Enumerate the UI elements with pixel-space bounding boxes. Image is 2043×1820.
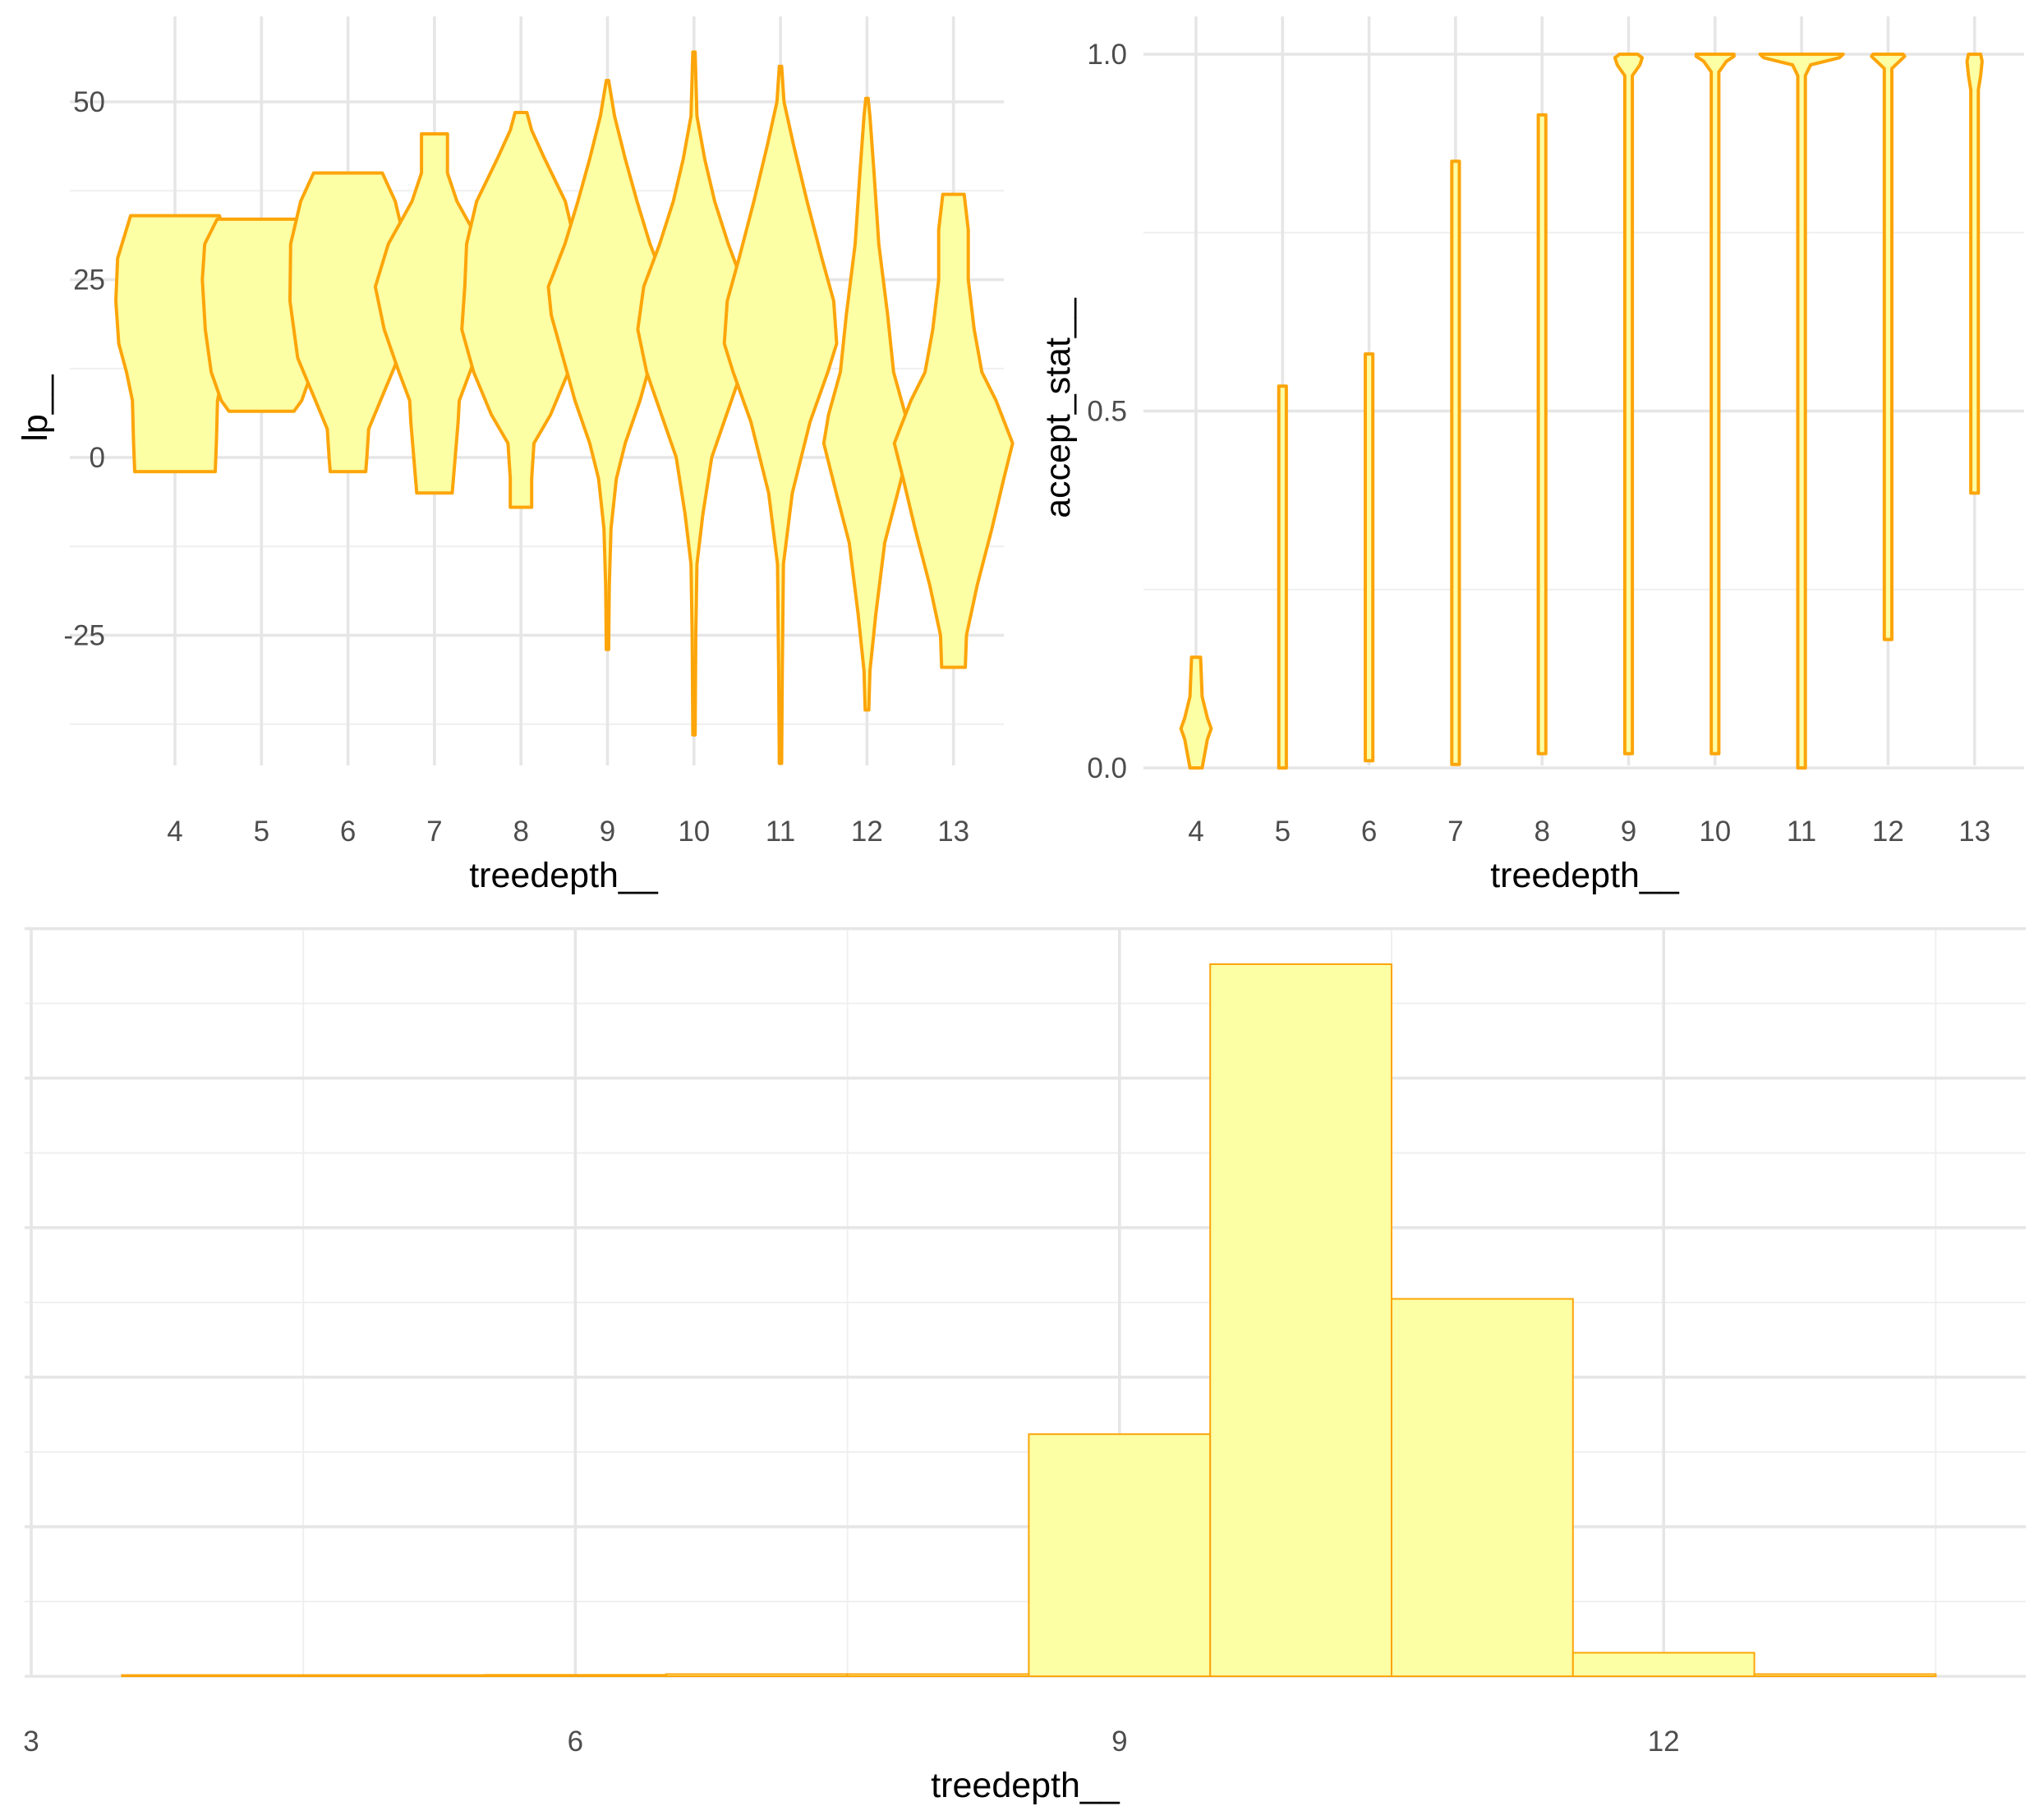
x-tick-label: 5 [1275, 816, 1291, 848]
histogram-bar [1028, 1433, 1212, 1677]
histogram-bar [484, 1674, 667, 1677]
histogram-bar [1209, 963, 1392, 1677]
accept-stat-violin-panel: 4 5 6 7 8 9 10 11 12 13 0.0 0.5 1.0 treedepth__ accept… [1038, 16, 2024, 895]
histogram-bar [846, 1673, 1030, 1678]
histogram-bar [1391, 1298, 1574, 1677]
y-tick-label: 0.5 [1087, 396, 1127, 428]
x-tick-label: 13 [937, 816, 969, 848]
violin-13 [892, 192, 1015, 669]
histogram-bar [302, 1674, 486, 1677]
x-tick-label: 5 [254, 816, 269, 848]
x-axis-title: treedepth__ [1490, 856, 1680, 895]
x-tick-label: 9 [600, 816, 615, 848]
y-tick-label: 1.0 [1087, 39, 1127, 71]
y-axis-title: lp__ [16, 374, 55, 441]
violin-8 [1536, 113, 1548, 756]
x-tick-label: 12 [851, 816, 883, 848]
x-tick-label: 6 [568, 1726, 583, 1758]
y-tick-label: 0 [90, 442, 105, 474]
violin-7 [1450, 159, 1461, 766]
violin-9 [546, 79, 669, 651]
x-tick-label: 11 [766, 816, 795, 848]
y-axis-title: accept_stat__ [1038, 297, 1078, 518]
violin-6 [1364, 352, 1375, 763]
x-tick-label: 9 [1621, 816, 1636, 848]
lp-violin-panel: 4 5 6 7 8 9 10 11 12 13 -25 0 25 50 treedepth__ lp__ [16, 16, 1015, 895]
x-tick-label: 3 [23, 1726, 39, 1758]
violin-5 [1277, 384, 1288, 770]
x-tick-label: 4 [167, 816, 182, 848]
histogram-bar [1753, 1673, 1937, 1678]
x-tick-label: 6 [1361, 816, 1377, 848]
violin-10 [636, 50, 752, 737]
violin-11 [1758, 53, 1845, 770]
histogram-bar [121, 1674, 305, 1677]
x-tick-label: 4 [1188, 816, 1203, 848]
y-tick-label: 25 [73, 264, 105, 296]
violin-4 [1179, 655, 1213, 770]
x-tick-label: 7 [426, 816, 442, 848]
violin-12 [1870, 53, 1907, 641]
violin-9 [1613, 53, 1645, 756]
x-tick-label: 6 [340, 816, 356, 848]
violin-6 [288, 171, 408, 474]
x-tick-label: 8 [1534, 816, 1549, 848]
x-tick-label: 12 [1648, 1726, 1680, 1758]
violin-10 [1694, 53, 1736, 756]
y-tick-label: 0.0 [1087, 752, 1127, 784]
y-tick-label: -25 [63, 620, 105, 652]
histogram-bar [665, 1673, 849, 1678]
treedepth-histogram-panel: 3 6 9 12 treedepth__ [23, 926, 2026, 1805]
x-tick-label: 10 [678, 816, 710, 848]
violin-13 [1965, 53, 1984, 495]
violin-11 [722, 64, 839, 765]
y-tick-label: 50 [73, 86, 105, 118]
x-tick-label: 8 [513, 816, 528, 848]
x-tick-label: 13 [1958, 816, 1990, 848]
x-axis-title: treedepth__ [931, 1766, 1120, 1805]
x-tick-label: 12 [1872, 816, 1904, 848]
violin-7 [373, 132, 495, 495]
x-tick-label: 10 [1699, 816, 1731, 848]
x-tick-label: 9 [1111, 1726, 1127, 1758]
x-axis-title: treedepth__ [469, 856, 659, 895]
x-tick-label: 11 [1787, 816, 1816, 848]
histogram-bar [1571, 1652, 1755, 1678]
x-tick-label: 7 [1447, 816, 1463, 848]
